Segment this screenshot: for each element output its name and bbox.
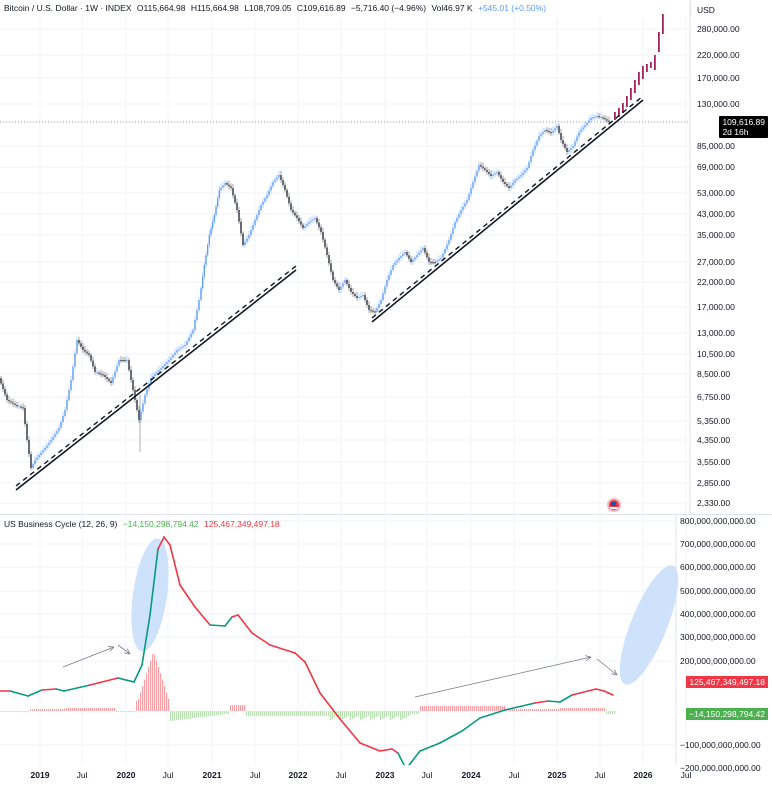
oscillator-legend: US Business Cycle (12, 26, 9) −14,150,29… [4,519,283,529]
ohlc-high: H115,664.98 [190,3,239,13]
price-axis-label: 2,850.00 [697,478,731,488]
ohlc-open: O115,664.98 [136,3,186,13]
price-axis-label: 22,000.00 [697,277,735,287]
time-axis-tick: Jul [594,770,606,780]
price-axis-label: 280,000.00 [697,24,740,34]
price-axis-label: 2,330.00 [697,498,731,508]
time-axis-tick: Jul [249,770,261,780]
price-axis-label: 130,000.00 [697,99,740,109]
time-axis-tick: 2025 [547,770,567,780]
time-axis[interactable]: 2019 Jul 2020 Jul 2021 Jul 2022 Jul 2023 Jul 2024 J… [0,764,772,786]
current-price: 109,616.89 [722,117,765,127]
price-axis-label: 17,000.00 [697,302,735,312]
oscillator-value-1-tag: −14,150,298,794.42 [686,708,768,720]
oscillator-axis-label: −100,000,000,000.00 [680,740,761,750]
price-axis-label: 3,550.00 [697,457,731,467]
price-axis-label: 5,350.00 [697,416,731,426]
price-axis-label: 53,000.00 [697,188,735,198]
ohlc-low: L108,709.05 [244,3,292,13]
time-axis-tick: Jul [162,770,174,780]
oscillator-value-2: 125,467,349,497.18 [204,519,280,529]
change-secondary: +545.01 (+0.50%) [477,3,547,13]
bar-countdown: 2d 16h [722,127,749,137]
price-axis-label: 85,000.00 [697,141,735,151]
volume: Vol46.97 K [431,3,473,13]
price-axis-label: 13,000.00 [697,328,735,338]
time-axis-tick: 2022 [288,770,308,780]
price-axis-label: 69,000.00 [697,162,735,172]
oscillator-axis-label: −200,000,000,000.00 [680,763,761,773]
price-axis-label: 220,000.00 [697,50,740,60]
oscillator-axis-label: 300,000,000,000.00 [680,632,756,642]
price-axis-label: 170,000.00 [697,73,740,83]
oscillator-value-1: −14,150,298,794.42 [122,519,199,529]
ohlc-close: C109,616.89 [296,3,346,13]
price-axis-label: 27,000.00 [697,257,735,267]
price-pane[interactable]: Bitcoin / U.S. Dollar · 1W · INDEX O115,… [0,0,772,514]
time-axis-tick: 2024 [461,770,481,780]
price-axis-label: 10,500.00 [697,349,735,359]
oscillator-chart[interactable] [0,515,772,765]
price-axis-label: 4,350.00 [697,435,731,445]
time-axis-tick: 2019 [30,770,50,780]
price-axis-label: 6,750.00 [697,392,731,402]
time-axis-tick: 2026 [633,770,653,780]
oscillator-name: US Business Cycle (12, 26, 9) [4,519,118,529]
oscillator-axis-label: 400,000,000,000.00 [680,609,756,619]
price-axis-label: 8,500.00 [697,369,731,379]
oscillator-axis-label: 200,000,000,000.00 [680,656,756,666]
time-axis-tick: 2023 [375,770,395,780]
current-price-tag: 109,616.89 2d 16h [719,116,768,138]
time-axis-tick: Jul [335,770,347,780]
oscillator-pane[interactable]: US Business Cycle (12, 26, 9) −14,150,29… [0,514,772,773]
time-axis-tick: 2021 [202,770,222,780]
oscillator-value-2-tag: 125,467,349,497.18 [686,676,768,688]
time-axis-tick: Jul [508,770,520,780]
oscillator-axis-label: 800,000,000,000.00 [680,516,756,526]
time-axis-tick: Jul [76,770,88,780]
us-flag-icon[interactable] [607,498,621,512]
oscillator-axis-label: 500,000,000,000.00 [680,586,756,596]
price-axis-label: 43,000.00 [697,209,735,219]
symbol-legend: Bitcoin / U.S. Dollar · 1W · INDEX O115,… [4,3,549,13]
time-axis-tick: Jul [680,770,692,780]
oscillator-axis-label: 700,000,000,000.00 [680,539,756,549]
ohlc-change: −5,716.40 (−4.96%) [350,3,427,13]
oscillator-axis-label: 600,000,000,000.00 [680,562,756,572]
price-axis-label: 35,000.00 [697,230,735,240]
time-axis-tick: Jul [421,770,433,780]
time-axis-tick: 2020 [116,770,136,780]
symbol-title: Bitcoin / U.S. Dollar · 1W · INDEX [4,3,132,13]
price-chart[interactable] [0,0,772,514]
